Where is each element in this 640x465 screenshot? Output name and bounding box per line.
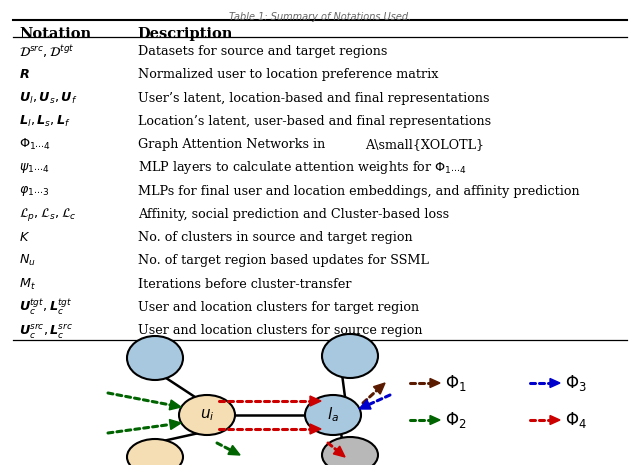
Text: Notation: Notation [19, 27, 92, 41]
Polygon shape [430, 416, 440, 425]
Text: $\boldsymbol{U}_l, \boldsymbol{U}_s, \boldsymbol{U}_f$: $\boldsymbol{U}_l, \boldsymbol{U}_s, \bo… [19, 91, 78, 106]
Text: Table 1: Summary of Notations Used.: Table 1: Summary of Notations Used. [229, 12, 411, 22]
Text: Location’s latent, user-based and final representations: Location’s latent, user-based and final … [138, 115, 491, 128]
Text: User and location clusters for target region: User and location clusters for target re… [138, 301, 419, 314]
Polygon shape [169, 400, 181, 410]
Text: $\boldsymbol{U}_c^{tgt}, \boldsymbol{L}_c^{tgt}$: $\boldsymbol{U}_c^{tgt}, \boldsymbol{L}_… [19, 298, 72, 317]
Polygon shape [333, 446, 345, 457]
Ellipse shape [127, 439, 183, 465]
Text: No. of clusters in source and target region: No. of clusters in source and target reg… [138, 231, 412, 244]
Ellipse shape [127, 336, 183, 380]
Text: Graph Attention Networks in: Graph Attention Networks in [138, 138, 329, 151]
Text: User and location clusters for source region: User and location clusters for source re… [138, 324, 422, 337]
Text: $u_i$: $u_i$ [200, 407, 214, 423]
Text: $M_t$: $M_t$ [19, 277, 36, 292]
Polygon shape [374, 383, 385, 394]
Ellipse shape [322, 334, 378, 378]
Text: $l_a$: $l_a$ [327, 405, 339, 425]
Ellipse shape [305, 395, 361, 435]
Polygon shape [228, 445, 240, 455]
Text: No. of target region based updates for SSML: No. of target region based updates for S… [138, 254, 428, 267]
Text: $\boldsymbol{U}_c^{src}, \boldsymbol{L}_c^{src}$: $\boldsymbol{U}_c^{src}, \boldsymbol{L}_… [19, 322, 73, 339]
Text: MLP layers to calculate attention weights for $\Phi_{1\cdots4}$: MLP layers to calculate attention weight… [138, 159, 466, 176]
Text: $\Phi_2$: $\Phi_2$ [445, 410, 467, 430]
Text: $\Phi_{1\cdots4}$: $\Phi_{1\cdots4}$ [19, 137, 51, 152]
Text: Description: Description [138, 27, 233, 41]
Text: $\Phi_3$: $\Phi_3$ [565, 373, 587, 393]
Polygon shape [310, 424, 321, 434]
Text: Affinity, social prediction and Cluster-based loss: Affinity, social prediction and Cluster-… [138, 208, 449, 221]
Polygon shape [430, 379, 440, 387]
Text: Normalized user to location preference matrix: Normalized user to location preference m… [138, 68, 438, 81]
Polygon shape [550, 416, 560, 425]
Ellipse shape [322, 437, 378, 465]
Text: $\boldsymbol{L}_l, \boldsymbol{L}_s, \boldsymbol{L}_f$: $\boldsymbol{L}_l, \boldsymbol{L}_s, \bo… [19, 114, 71, 129]
Text: $\mathcal{D}^{src}, \mathcal{D}^{tgt}$: $\mathcal{D}^{src}, \mathcal{D}^{tgt}$ [19, 43, 75, 60]
Text: Iterations before cluster-transfer: Iterations before cluster-transfer [138, 278, 351, 291]
Text: $\mathcal{L}_p, \mathcal{L}_s, \mathcal{L}_c$: $\mathcal{L}_p, \mathcal{L}_s, \mathcal{… [19, 206, 77, 223]
Text: $N_u$: $N_u$ [19, 253, 36, 268]
Text: A\small{XOLOTL}: A\small{XOLOTL} [365, 138, 484, 151]
Polygon shape [359, 400, 371, 409]
Text: $\Phi_4$: $\Phi_4$ [565, 410, 587, 430]
Text: Datasets for source and target regions: Datasets for source and target regions [138, 45, 387, 58]
Polygon shape [310, 396, 321, 406]
Text: $\varphi_{1\cdots3}$: $\varphi_{1\cdots3}$ [19, 184, 49, 198]
Text: MLPs for final user and location embeddings, and affinity prediction: MLPs for final user and location embeddi… [138, 185, 579, 198]
Text: $K$: $K$ [19, 231, 31, 244]
Text: $\psi_{1\cdots4}$: $\psi_{1\cdots4}$ [19, 161, 49, 175]
Ellipse shape [179, 395, 235, 435]
Text: User’s latent, location-based and final representations: User’s latent, location-based and final … [138, 92, 489, 105]
Text: $\Phi_1$: $\Phi_1$ [445, 373, 467, 393]
Text: $\boldsymbol{R}$: $\boldsymbol{R}$ [19, 68, 30, 81]
Polygon shape [170, 419, 181, 430]
Polygon shape [550, 379, 560, 387]
